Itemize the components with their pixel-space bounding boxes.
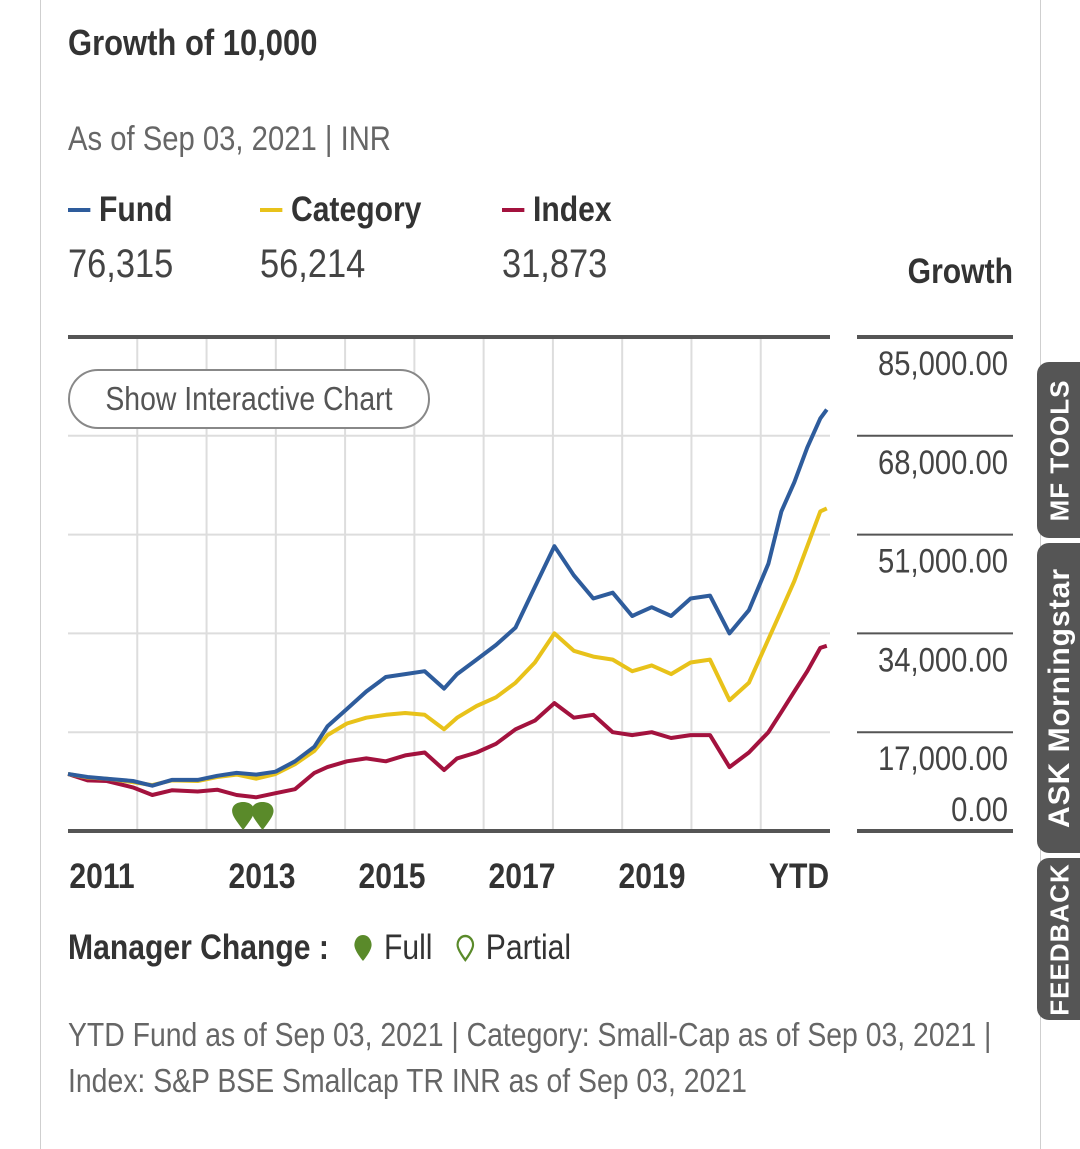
y-tick-label: 17,000.00: [878, 739, 1008, 778]
x-tick-label: 2013: [229, 856, 296, 896]
y-tick-label: 34,000.00: [878, 640, 1008, 679]
feedback-label: FEEDBACK: [1044, 862, 1075, 1016]
legend-fund-swatch: [68, 208, 91, 212]
series-line-index: [67, 643, 828, 800]
manager-change-marker: [251, 802, 274, 830]
legend-category-swatch: [260, 208, 283, 212]
x-tick-label: YTD: [769, 856, 829, 896]
legend-category: Category 56,214: [260, 190, 448, 287]
y-tick-label: 51,000.00: [878, 542, 1008, 581]
manager-change-partial-label: Partial: [485, 928, 572, 967]
growth-chart: 85,000.00 68,000.00 51,000.00 34,000.00 17,0…: [67, 335, 1013, 896]
y-axis-title: Growth: [907, 252, 1013, 291]
legend-category-value: 56,214: [260, 242, 366, 286]
y-tick-label: 0.00: [951, 790, 1008, 829]
manager-change-legend: Manager Change : Full Partial: [68, 928, 571, 968]
x-tick-label: 2011: [69, 856, 134, 896]
chart-title: Growth of 10,000: [68, 22, 318, 63]
y-tick-label: 85,000.00: [878, 344, 1008, 383]
ask-morningstar-label: ASK Morningstar: [1043, 567, 1077, 829]
partial-marker-icon: [456, 934, 474, 962]
y-tick-label: 68,000.00: [878, 443, 1008, 482]
feedback-tab[interactable]: FEEDBACK: [1037, 858, 1080, 1020]
as-of-date: As of Sep 03, 2021 | INR: [68, 120, 391, 158]
legend-index: Index 31,873: [502, 190, 629, 287]
x-tick-label: 2019: [619, 856, 686, 896]
x-tick-label: 2015: [359, 856, 426, 896]
manager-change-full-label: Full: [383, 928, 433, 967]
legend-index-value: 31,873: [502, 242, 608, 286]
series-line-fund: [67, 408, 829, 788]
legend-category-label: Category: [290, 190, 422, 229]
show-interactive-chart-button[interactable]: Show Interactive Chart: [68, 369, 430, 429]
footnote-line-1: YTD Fund as of Sep 03, 2021 | Category: …: [68, 1016, 992, 1053]
legend-fund: Fund 76,315: [68, 190, 190, 287]
legend-index-label: Index: [532, 190, 612, 229]
show-interactive-chart-label: Show Interactive Chart: [105, 380, 393, 417]
manager-change-title: Manager Change :: [68, 928, 329, 967]
ask-morningstar-tab[interactable]: ASK Morningstar: [1037, 543, 1080, 853]
card-border-left: [40, 0, 41, 1149]
footnote-line-2: Index: S&P BSE Smallcap TR INR as of Sep…: [68, 1062, 747, 1099]
mf-tools-label: MF TOOLS: [1044, 379, 1075, 521]
full-marker-icon: [354, 935, 372, 961]
legend-fund-label: Fund: [98, 190, 173, 229]
manager-change-marker: [232, 802, 255, 830]
legend-index-swatch: [502, 208, 525, 212]
footnote: YTD Fund as of Sep 03, 2021 | Category: …: [68, 1012, 1014, 1104]
legend-fund-value: 76,315: [68, 242, 174, 286]
x-tick-label: 2017: [489, 856, 556, 896]
mf-tools-tab[interactable]: MF TOOLS: [1037, 362, 1080, 538]
